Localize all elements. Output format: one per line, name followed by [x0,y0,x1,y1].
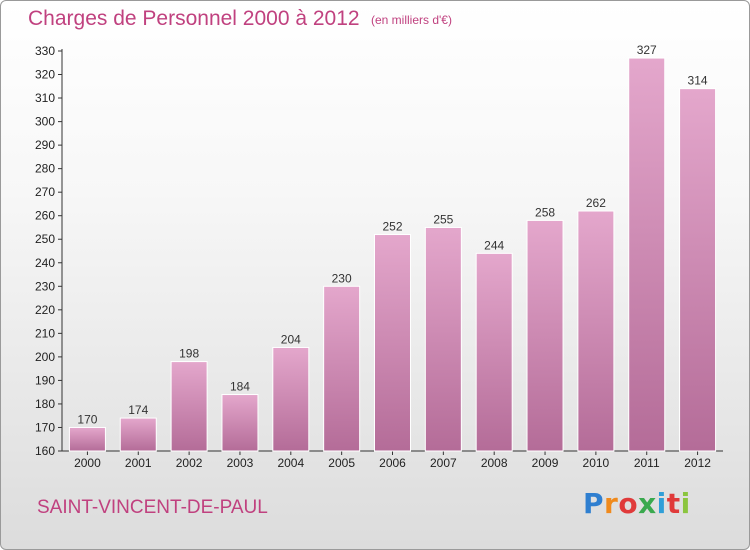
y-tick-label: 330 [35,44,55,58]
y-tick-label: 320 [35,68,55,82]
x-tick-label: 2012 [684,456,711,470]
y-tick-label: 220 [35,303,55,317]
proxiti-logo: Proxiti [583,487,691,520]
x-tick-label: 2009 [532,456,559,470]
bar-2005 [323,285,361,452]
bar-2010 [577,210,615,452]
value-label: 314 [688,74,708,88]
value-label: 204 [281,332,301,346]
bar-2011 [628,57,666,452]
y-tick-label: 230 [35,279,55,293]
commune-name: SAINT-VINCENT-DE-PAUL [37,497,268,518]
y-tick-label: 300 [35,115,55,129]
bar-2000 [68,426,106,452]
y-tick-label: 310 [35,91,55,105]
y-tick-label: 210 [35,326,55,340]
value-label: 252 [382,220,402,234]
y-tick-label: 280 [35,162,55,176]
y-tick-label: 160 [35,444,55,458]
value-label: 244 [484,238,504,252]
y-tick-label: 200 [35,350,55,364]
value-label: 184 [230,380,250,394]
chart-title: Charges de Personnel 2000 à 2012 [28,7,360,30]
value-label: 327 [637,43,657,57]
value-label: 255 [433,212,453,226]
bar-2002 [170,361,208,452]
x-tick-label: 2006 [379,456,406,470]
y-tick-label: 180 [35,397,55,411]
unit-note: (en milliers d'€) [371,13,452,27]
value-label: 258 [535,205,555,219]
x-tick-label: 2005 [328,456,355,470]
x-tick-label: 2010 [583,456,610,470]
y-tick-label: 290 [35,138,55,152]
bars [68,57,717,452]
value-label: 230 [332,271,352,285]
value-label: 174 [128,403,148,417]
bar-2003 [221,394,259,452]
y-tick-labels: 160 170 180 190 200 210 220 230 240 250 260 270 280 2… [35,44,55,458]
y-tick-label: 260 [35,209,55,223]
x-tick-label: 2007 [430,456,457,470]
x-tick-label: 2004 [277,456,304,470]
x-tick-labels: 2000 2001 2002 2003 2004 2005 2006 2007 2008 2009… [74,456,711,470]
value-label: 198 [179,347,199,361]
value-labels: 170 174 198 184 204 230 252 255 244 258 262 327 314 [77,43,708,426]
bar-2009 [526,219,564,452]
bar-2001 [119,417,157,452]
y-tick-label: 240 [35,256,55,270]
y-tick-label: 190 [35,373,55,387]
x-tick-label: 2003 [227,456,254,470]
bar-2008 [475,252,513,452]
x-tick-label: 2011 [634,456,660,470]
bar-2006 [374,234,411,452]
value-label: 170 [77,412,97,426]
y-tick-label: 170 [35,420,55,434]
x-tick-label: 2002 [176,456,203,470]
x-tick-label: 2008 [481,456,508,470]
x-tick-label: 2000 [74,456,101,470]
bar-2012 [679,88,717,452]
y-tick-label: 250 [35,232,55,246]
bar-2007 [424,226,462,452]
bar-2004 [272,346,310,452]
value-label: 262 [586,196,606,210]
x-tick-label: 2001 [125,456,152,470]
y-tick-label: 270 [35,185,55,199]
